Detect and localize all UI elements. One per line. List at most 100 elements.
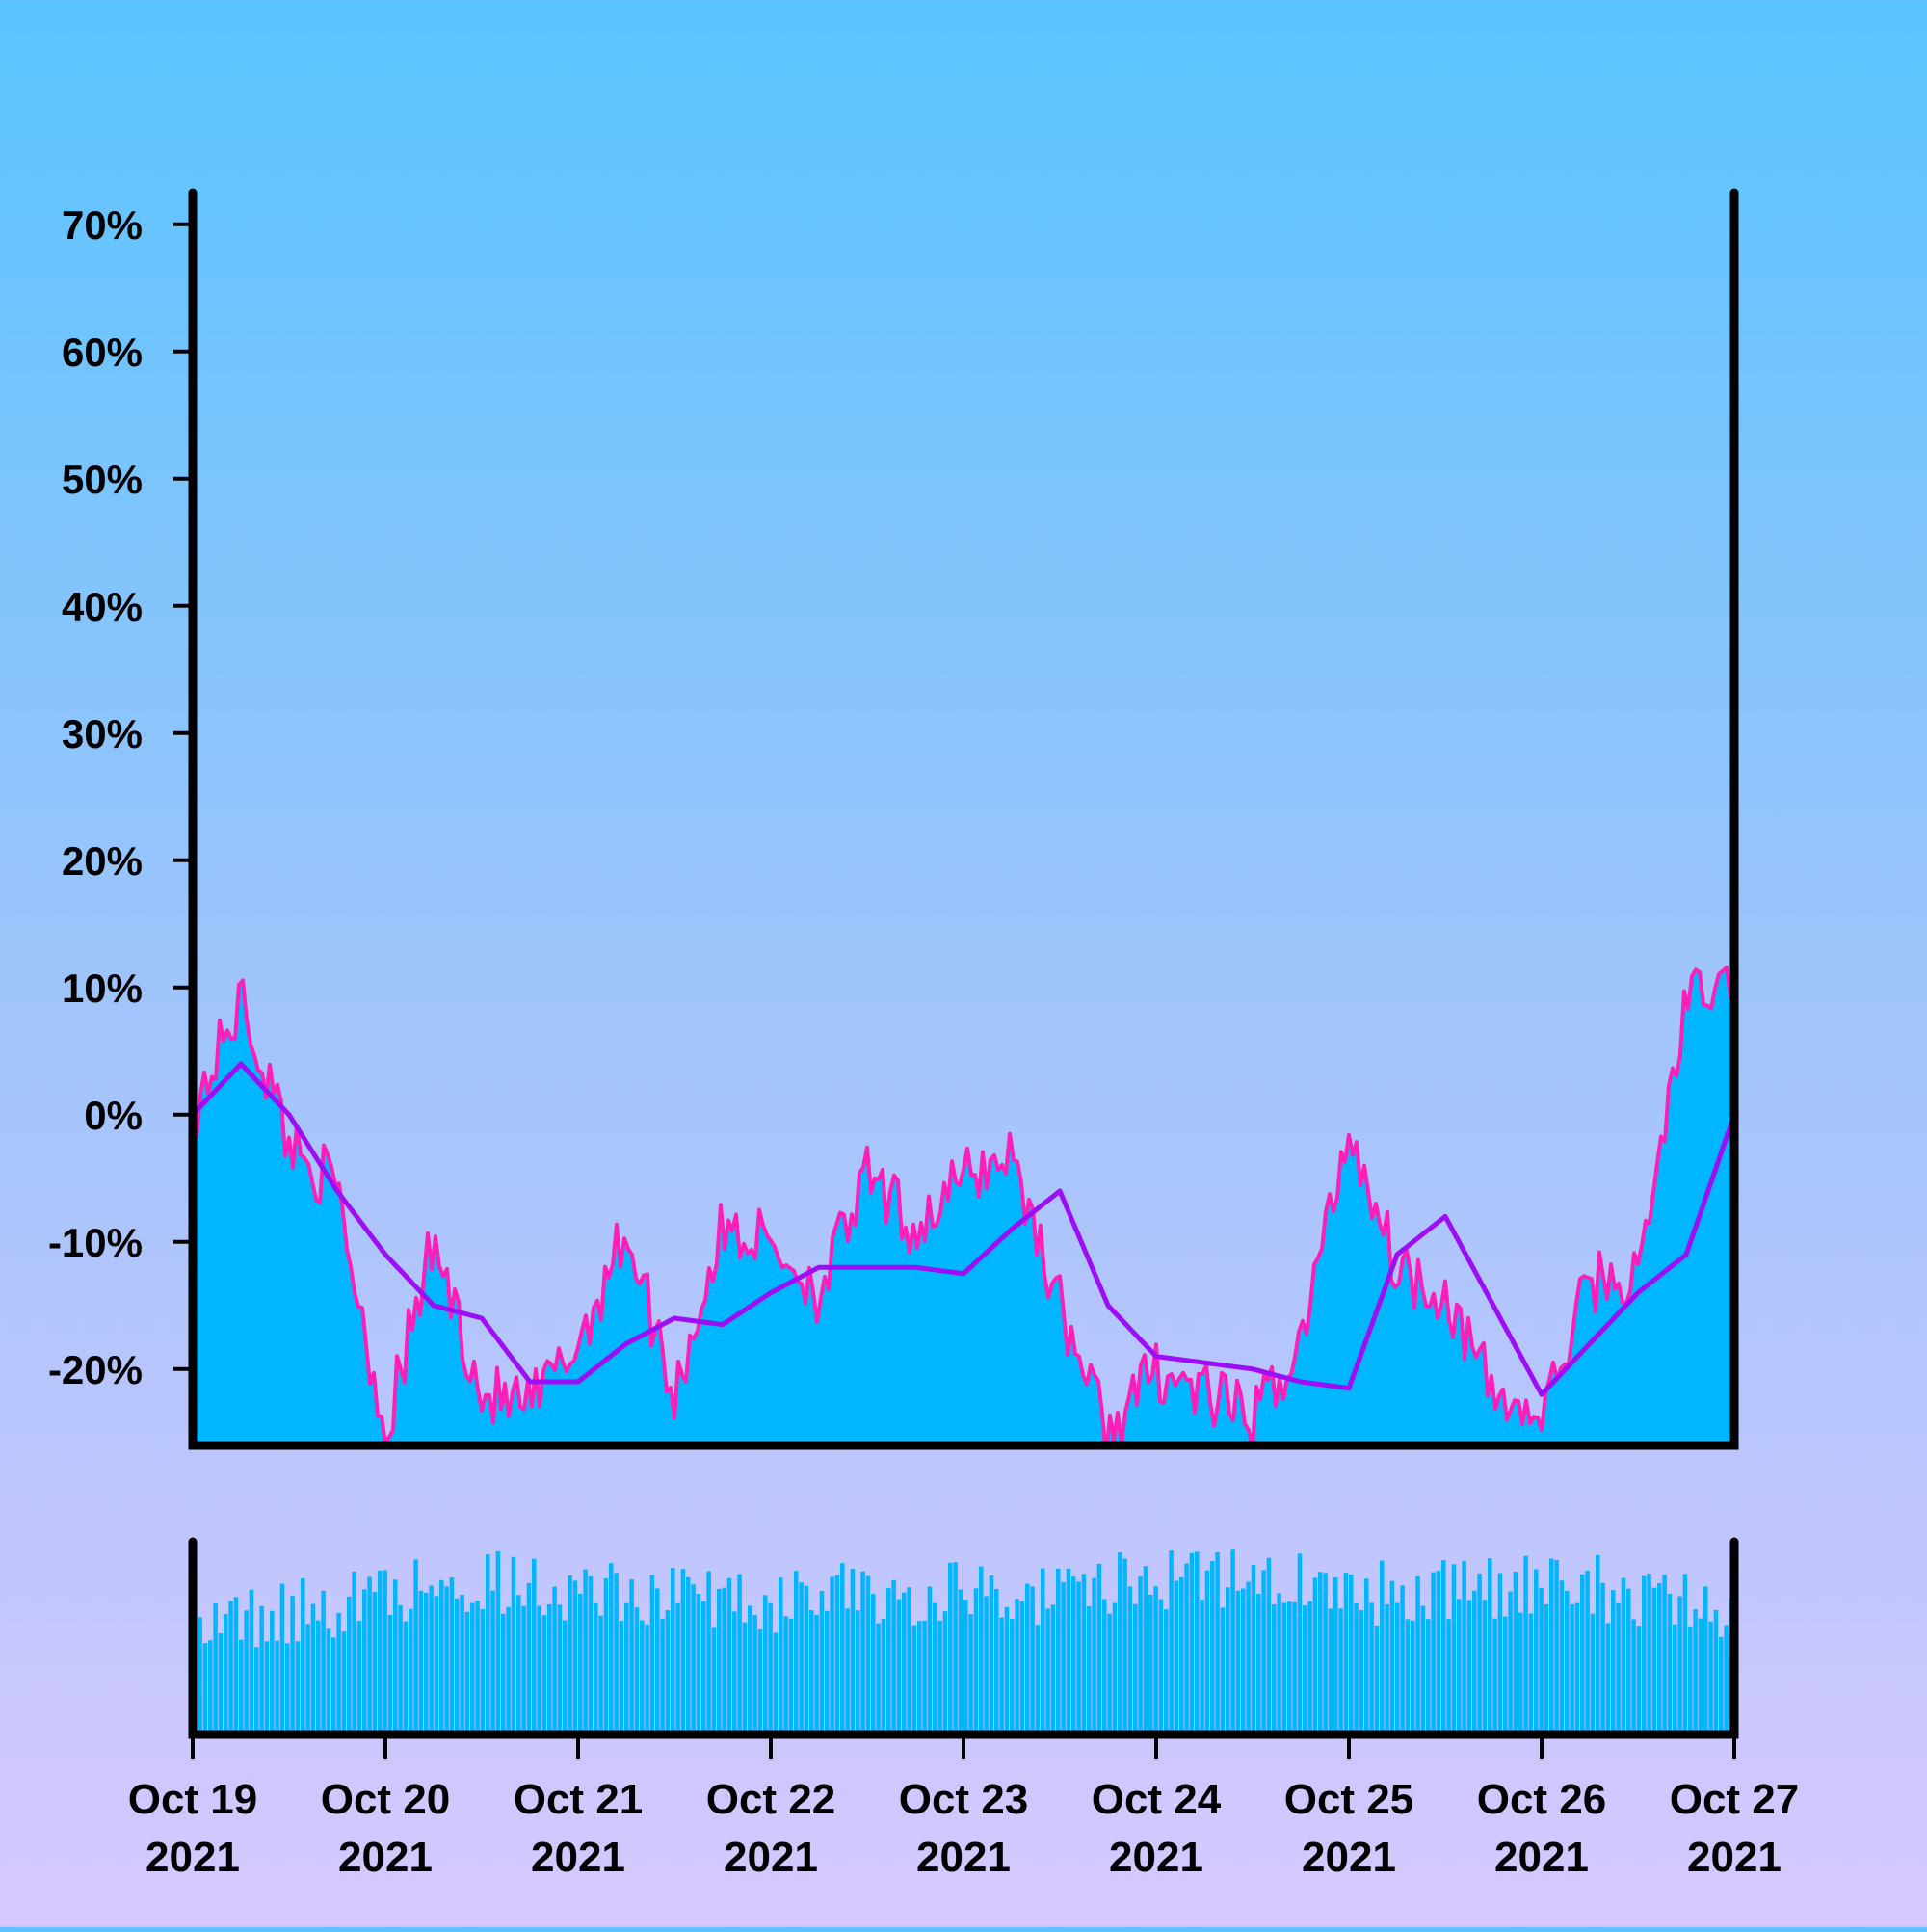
volume-bar bbox=[1616, 1602, 1621, 1732]
volume-bar bbox=[516, 1595, 521, 1732]
volume-bar bbox=[1420, 1605, 1426, 1732]
volume-bar bbox=[964, 1600, 968, 1732]
volume-bar bbox=[706, 1571, 711, 1732]
volume-bar bbox=[1148, 1594, 1153, 1732]
volume-bar bbox=[1204, 1570, 1210, 1732]
x-tick-label-year: 2021 bbox=[1494, 1834, 1589, 1881]
volume-bar bbox=[598, 1615, 603, 1732]
volume-bar bbox=[671, 1568, 675, 1732]
volume-bar bbox=[490, 1590, 495, 1732]
volume-bar bbox=[460, 1594, 464, 1732]
volume-bar bbox=[1359, 1610, 1364, 1732]
volume-bar bbox=[1513, 1572, 1518, 1732]
volume-bar bbox=[1621, 1577, 1626, 1732]
volume-bar bbox=[1318, 1572, 1323, 1732]
volume-bar bbox=[927, 1586, 933, 1732]
volume-bar bbox=[270, 1610, 275, 1732]
volume-bar bbox=[464, 1611, 470, 1732]
volume-bar bbox=[1138, 1576, 1143, 1732]
x-tick-label-date: Oct 27 bbox=[1670, 1776, 1800, 1823]
volume-bar bbox=[398, 1605, 403, 1732]
volume-bar bbox=[619, 1621, 624, 1732]
volume-bar bbox=[393, 1579, 398, 1732]
volume-bar bbox=[372, 1592, 378, 1732]
volume-bar bbox=[1415, 1576, 1420, 1732]
volume-bar bbox=[1436, 1570, 1441, 1732]
volume-bar bbox=[1220, 1607, 1226, 1732]
volume-bar bbox=[249, 1589, 254, 1732]
volume-bar bbox=[686, 1576, 691, 1732]
volume-bar bbox=[871, 1594, 876, 1732]
volume-bar bbox=[403, 1621, 409, 1732]
volume-bar bbox=[752, 1615, 757, 1732]
x-tick-label-year: 2021 bbox=[145, 1834, 240, 1881]
volume-bar bbox=[1374, 1625, 1380, 1732]
volume-bar bbox=[1682, 1574, 1688, 1732]
volume-bar bbox=[1389, 1580, 1395, 1732]
volume-bar bbox=[1256, 1594, 1261, 1732]
volume-bar bbox=[224, 1614, 228, 1732]
volume-bar bbox=[933, 1602, 937, 1732]
volume-bar bbox=[1508, 1591, 1513, 1732]
volume-bar bbox=[568, 1575, 572, 1732]
price-lines-layer bbox=[193, 965, 1734, 1445]
volume-bar bbox=[1518, 1612, 1523, 1732]
volume-bar bbox=[1466, 1600, 1472, 1732]
volume-bar bbox=[532, 1558, 537, 1732]
volume-bar bbox=[341, 1631, 347, 1732]
volume-bar bbox=[1235, 1590, 1241, 1732]
volume-bar bbox=[665, 1610, 671, 1732]
volume-bar bbox=[1574, 1602, 1580, 1732]
volume-bar bbox=[1580, 1574, 1585, 1732]
volume-bar bbox=[788, 1618, 794, 1732]
volume-bar bbox=[563, 1620, 568, 1732]
volume-bar bbox=[902, 1592, 907, 1732]
volume-bar bbox=[984, 1596, 989, 1732]
volume-bar bbox=[1724, 1625, 1729, 1732]
volume-bar bbox=[1590, 1613, 1596, 1732]
volume-bar bbox=[1092, 1577, 1096, 1732]
volume-bar bbox=[856, 1610, 860, 1732]
volume-bar bbox=[1626, 1588, 1631, 1732]
volume-bar bbox=[691, 1584, 696, 1732]
main-plot-frame bbox=[188, 188, 1739, 1450]
volume-bar bbox=[1010, 1619, 1015, 1732]
volume-bar bbox=[629, 1579, 634, 1732]
volume-bar bbox=[1703, 1586, 1708, 1732]
volume-bar bbox=[279, 1583, 285, 1732]
y-tick-label: 60% bbox=[62, 330, 143, 375]
volume-bar bbox=[907, 1587, 911, 1732]
volume-bar bbox=[722, 1587, 726, 1732]
volume-bar bbox=[213, 1603, 218, 1732]
volume-bar bbox=[726, 1577, 732, 1732]
volume-bar bbox=[1338, 1608, 1343, 1732]
volume-bar bbox=[541, 1615, 547, 1732]
volume-bar bbox=[645, 1624, 649, 1732]
volume-bar bbox=[876, 1623, 881, 1732]
volume-bar bbox=[316, 1620, 321, 1732]
volume-bar bbox=[1364, 1578, 1369, 1732]
volume-bar bbox=[850, 1569, 856, 1732]
y-tick-label: 50% bbox=[62, 457, 143, 502]
volume-bar bbox=[1411, 1620, 1415, 1732]
volume-bar bbox=[1287, 1601, 1292, 1732]
volume-bar bbox=[825, 1610, 830, 1732]
volume-bar bbox=[1210, 1561, 1215, 1732]
volume-bar bbox=[583, 1569, 588, 1732]
volume-bar bbox=[896, 1599, 902, 1732]
volume-bar bbox=[218, 1633, 224, 1732]
volume-bar bbox=[1189, 1552, 1195, 1732]
volume-bar bbox=[259, 1605, 264, 1732]
volume-bar bbox=[572, 1580, 578, 1732]
volume-bar bbox=[1451, 1564, 1457, 1732]
volume-bar bbox=[537, 1605, 541, 1732]
volume-bar bbox=[1277, 1593, 1281, 1732]
volume-bar bbox=[968, 1614, 973, 1732]
volume-bar bbox=[387, 1614, 393, 1732]
volume-bar bbox=[937, 1621, 942, 1732]
volume-bar bbox=[511, 1556, 516, 1732]
volume-bar bbox=[228, 1601, 233, 1732]
volume-bar bbox=[640, 1620, 645, 1732]
volume-bar bbox=[254, 1647, 259, 1732]
volume-bar bbox=[742, 1622, 748, 1732]
